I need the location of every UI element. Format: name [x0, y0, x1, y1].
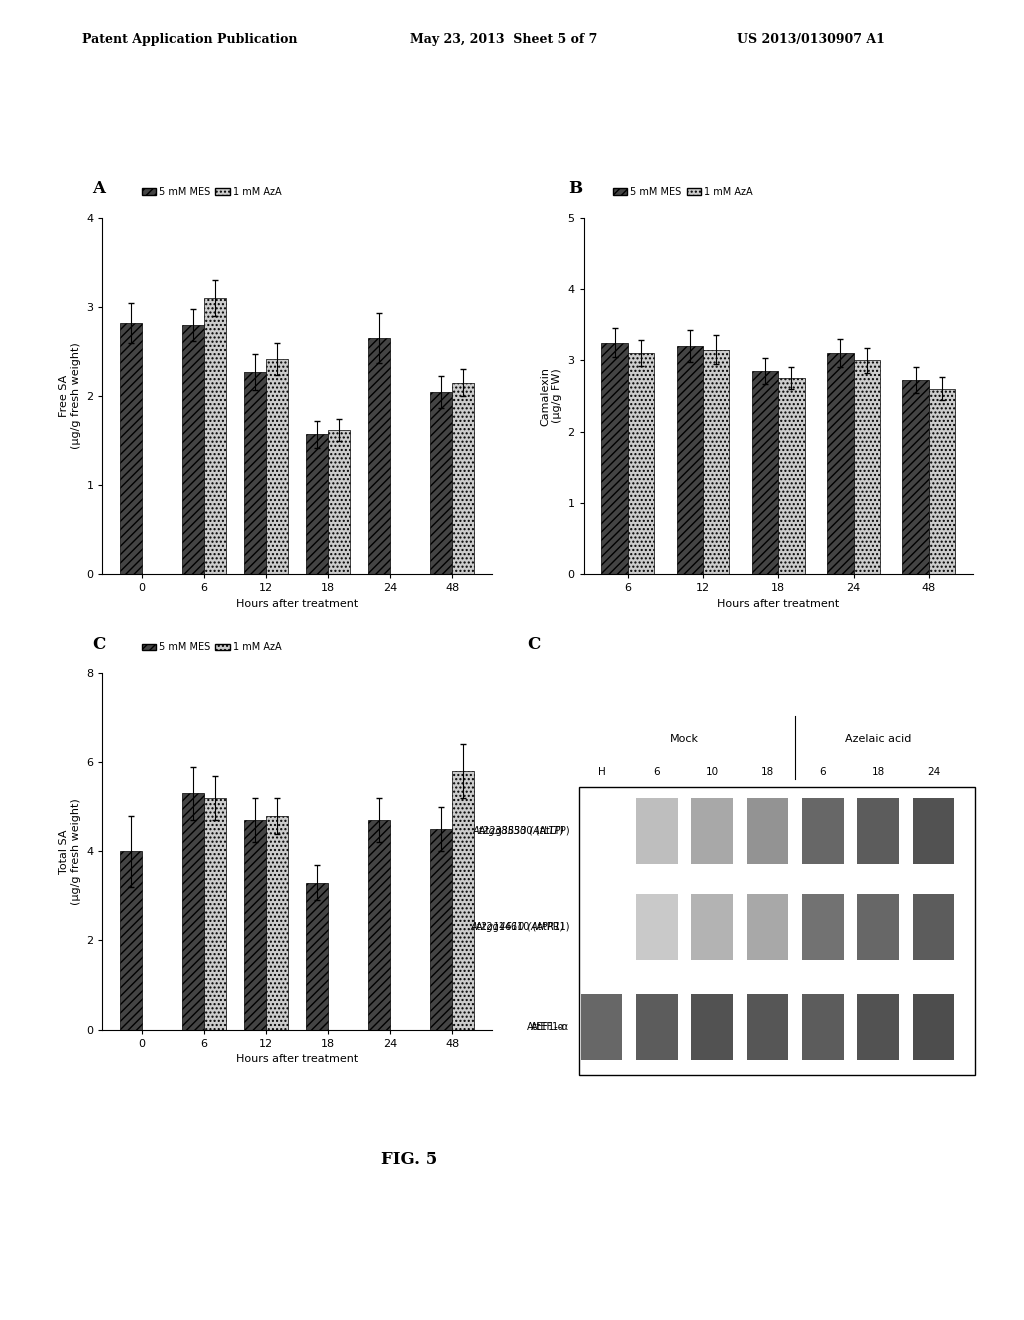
Bar — [579, 787, 975, 1074]
Bar — [244, 372, 266, 574]
Text: 24: 24 — [927, 767, 940, 777]
Text: 18: 18 — [871, 767, 885, 777]
X-axis label: Hours after treatment: Hours after treatment — [717, 599, 840, 609]
Text: H: H — [598, 767, 605, 777]
Bar — [266, 359, 288, 574]
Bar — [857, 797, 899, 865]
Text: At2g14610 (AtPR1): At2g14610 (AtPR1) — [476, 923, 569, 932]
Y-axis label: Camalexin
(µg/g FW): Camalexin (µg/g FW) — [541, 367, 562, 425]
Bar — [691, 994, 733, 1060]
Bar — [120, 323, 141, 574]
Text: A: A — [92, 181, 105, 197]
Bar — [691, 894, 733, 961]
Bar — [752, 371, 778, 574]
Bar — [677, 346, 702, 574]
Bar — [369, 820, 390, 1030]
Text: May 23, 2013  Sheet 5 of 7: May 23, 2013 Sheet 5 of 7 — [410, 33, 597, 46]
Bar — [636, 994, 678, 1060]
Text: 18: 18 — [761, 767, 774, 777]
Legend: 5 mM MES, 1 mM AzA: 5 mM MES, 1 mM AzA — [138, 183, 286, 201]
Bar — [778, 379, 805, 574]
Text: US 2013/0130907 A1: US 2013/0130907 A1 — [737, 33, 885, 46]
Bar — [802, 797, 844, 865]
Text: At2g38530 (AtLTP): At2g38530 (AtLTP) — [478, 826, 569, 836]
Text: C: C — [92, 636, 105, 652]
Bar — [430, 829, 453, 1030]
Bar — [857, 994, 899, 1060]
Bar — [266, 816, 288, 1030]
Bar — [601, 342, 628, 574]
Bar — [453, 383, 474, 574]
Bar — [182, 793, 204, 1030]
Bar — [182, 325, 204, 574]
Text: B: B — [568, 181, 583, 197]
Bar — [204, 797, 225, 1030]
Bar — [746, 797, 788, 865]
Legend: 5 mM MES, 1 mM AzA: 5 mM MES, 1 mM AzA — [609, 183, 757, 201]
Bar — [746, 894, 788, 961]
Bar — [369, 338, 390, 574]
Bar — [628, 354, 654, 574]
Text: At2g14610 (AtPR1): At2g14610 (AtPR1) — [470, 923, 565, 932]
Bar — [802, 894, 844, 961]
Bar — [453, 771, 474, 1030]
Y-axis label: Free SA
(µg/g fresh weight): Free SA (µg/g fresh weight) — [59, 343, 81, 449]
X-axis label: Hours after treatment: Hours after treatment — [236, 1055, 358, 1064]
Text: Mock: Mock — [670, 734, 699, 743]
Bar — [120, 851, 141, 1030]
Bar — [802, 994, 844, 1060]
Bar — [691, 797, 733, 865]
Bar — [581, 994, 623, 1060]
Y-axis label: Total SA
(µg/g fresh weight): Total SA (µg/g fresh weight) — [59, 799, 81, 904]
Text: C: C — [527, 636, 541, 652]
Text: 10: 10 — [706, 767, 719, 777]
Bar — [306, 883, 328, 1030]
Text: Patent Application Publication: Patent Application Publication — [82, 33, 297, 46]
Bar — [902, 380, 929, 574]
Bar — [244, 820, 266, 1030]
Text: AtEF1-α: AtEF1-α — [526, 1022, 565, 1032]
Bar — [746, 994, 788, 1060]
Bar — [636, 797, 678, 865]
Text: FIG. 5: FIG. 5 — [382, 1151, 437, 1168]
Bar — [912, 894, 954, 961]
Bar — [204, 298, 225, 574]
Bar — [430, 392, 453, 574]
Bar — [929, 389, 955, 574]
Text: 6: 6 — [653, 767, 660, 777]
Text: AtEF1-α: AtEF1-α — [531, 1022, 569, 1032]
Bar — [912, 994, 954, 1060]
Bar — [702, 350, 729, 574]
Legend: 5 mM MES, 1 mM AzA: 5 mM MES, 1 mM AzA — [138, 639, 286, 656]
Bar — [636, 894, 678, 961]
Bar — [854, 360, 880, 574]
Bar — [912, 797, 954, 865]
Text: At2g38530 (AtLTP): At2g38530 (AtLTP) — [473, 826, 565, 836]
Bar — [857, 894, 899, 961]
Bar — [306, 434, 328, 574]
Bar — [827, 354, 854, 574]
Text: Azelaic acid: Azelaic acid — [845, 734, 911, 743]
X-axis label: Hours after treatment: Hours after treatment — [236, 599, 358, 609]
Bar — [328, 430, 350, 574]
Text: 6: 6 — [819, 767, 826, 777]
